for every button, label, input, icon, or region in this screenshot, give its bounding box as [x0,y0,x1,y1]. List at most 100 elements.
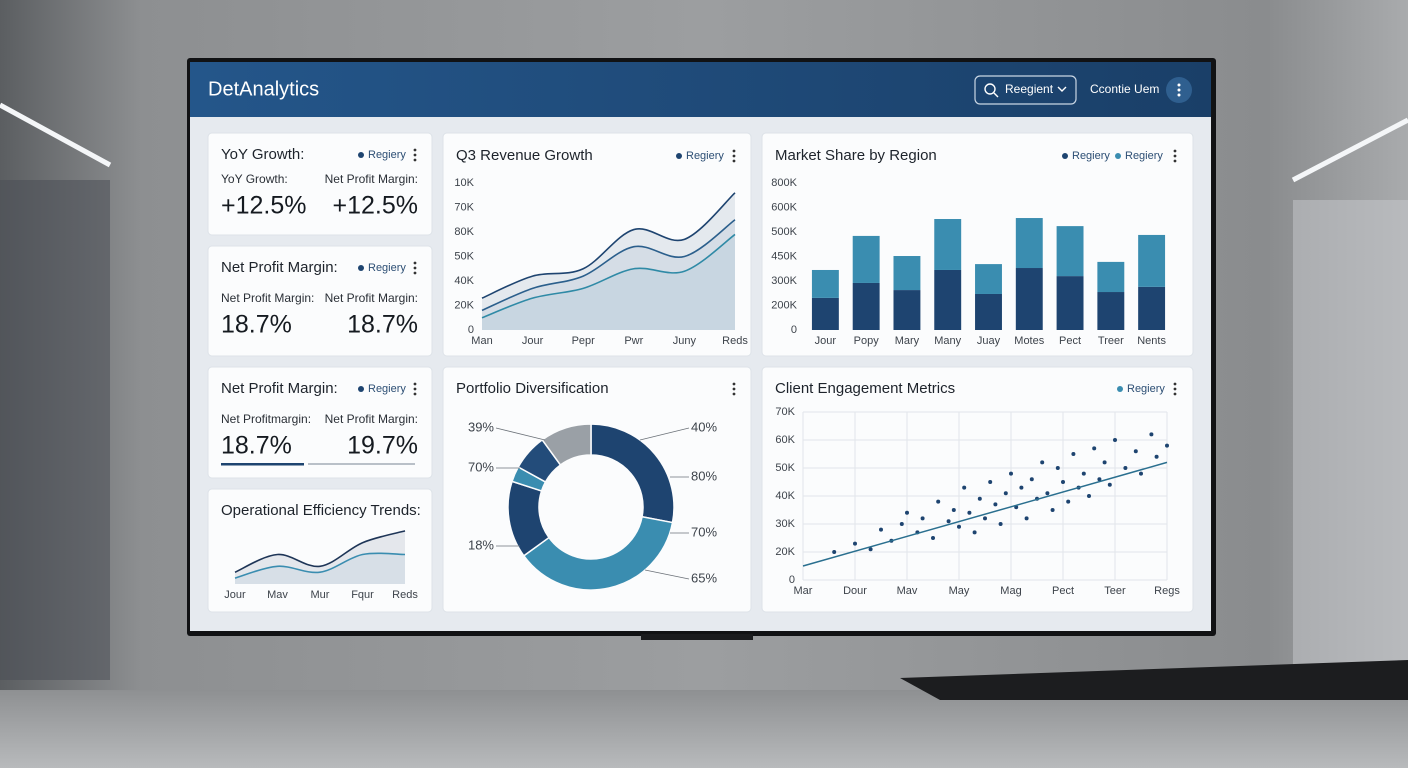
bar-segment [893,290,921,330]
trend-line [802,461,1168,567]
scatter-point [1055,466,1060,470]
legend-label: Regiery [1072,150,1110,162]
card [207,366,433,479]
scatter-point [1040,460,1045,465]
legend-label: Regiery [1125,150,1163,162]
bar-segment [1138,286,1166,330]
scatter-point [993,502,998,507]
chart-title: Market Share by Region [775,147,937,164]
bar-segment [1138,234,1166,287]
leader-line [639,427,690,441]
card [207,132,433,236]
kpi-value: 18.7% [221,311,292,339]
legend-swatch [1117,386,1123,392]
y-tick-label: 500K [771,226,797,238]
floor [0,690,1408,768]
legend-swatch [1062,153,1068,159]
bar-segment [1015,268,1043,330]
y-tick-label: 200K [771,299,797,311]
scatter-point [1071,452,1076,456]
bar-segment [893,256,921,291]
scatter-point [1003,491,1008,496]
line [481,219,736,312]
kebab-dot [413,153,417,157]
x-tick-label: Nents [1137,335,1166,347]
kebab-dot [1173,382,1177,386]
x-tick-label: Reds [392,589,418,601]
scatter-point [1149,432,1154,437]
scatter-point [920,516,925,521]
kebab-dot [732,382,736,386]
scatter-point [972,530,977,535]
legend-label: Regiery [368,383,406,395]
x-tick-label: Dour [843,585,867,597]
x-tick-label: Popy [854,335,880,347]
scatter-point [832,550,837,554]
x-tick-label: Pect [1052,585,1074,597]
scatter-point [1050,508,1055,512]
kpi-label: YoY Growth: [221,172,288,186]
donut-label: 65% [691,570,717,585]
table [900,660,1408,700]
kebab-dot [732,154,736,158]
x-tick-label: Mav [267,589,288,601]
kebab-dot [732,159,736,163]
scatter-point [879,527,883,532]
bar-segment [1097,261,1125,293]
leader-line [495,427,546,441]
scatter-point [899,522,904,526]
scatter-point [967,510,972,515]
legend-swatch [358,265,364,271]
kebab-dot [1173,154,1177,158]
x-tick-label: Many [934,335,961,347]
line [481,233,736,319]
y-tick-label: 30K [775,518,795,530]
bar-segment [852,282,880,330]
user-name[interactable]: Ccontie Uem [1090,82,1159,96]
legend-label: Regiery [686,150,724,162]
legend-label: Regiery [368,262,406,274]
chart-title: Client Engagement Metrics [775,380,955,397]
x-tick-label: Teer [1104,585,1126,597]
y-tick-label: 20K [454,299,474,311]
x-tick-label: Jour [522,335,544,347]
x-tick-label: Jour [815,335,837,347]
bar-segment [1056,276,1084,330]
kebab-dot [1173,159,1177,163]
app-title: DetAnalytics [208,78,319,100]
x-tick-label: Pepr [572,335,596,347]
bar-segment [811,269,839,298]
x-tick-label: Treer [1098,335,1124,347]
kebab-dot [413,387,417,391]
scatter-point [931,536,935,540]
leader-line [644,569,690,580]
kebab-dot [1173,387,1177,391]
y-tick-label: 50K [454,250,474,262]
scatter-point [1045,491,1050,496]
y-tick-label: 0 [468,324,474,336]
bar-segment [975,264,1002,294]
x-tick-label: Mar [794,585,813,597]
scatter-point [1087,494,1091,498]
x-tick-label: Jour [224,589,246,601]
line-area [482,234,735,330]
legend-label: Regiery [1127,383,1165,395]
kpi-label: Net Profit Margin: [325,172,418,186]
kpi-label: Net Profit Margin: [221,291,314,305]
window-right [1293,200,1408,680]
donut-label: 18% [468,537,494,552]
scatter-point [957,524,961,529]
search-box[interactable] [974,75,1077,105]
x-tick-label: Juay [977,335,1001,347]
line-area [235,553,405,584]
chevron [1057,86,1067,92]
card [761,366,1194,613]
donut-label: 70% [468,459,494,474]
kebab-dot [413,148,417,152]
scatter-point [962,485,967,490]
x-tick-label: Pwr [624,335,643,347]
bar-segment [811,297,839,330]
line-area [482,219,735,330]
line [234,552,406,579]
kebab-dot [413,261,417,265]
